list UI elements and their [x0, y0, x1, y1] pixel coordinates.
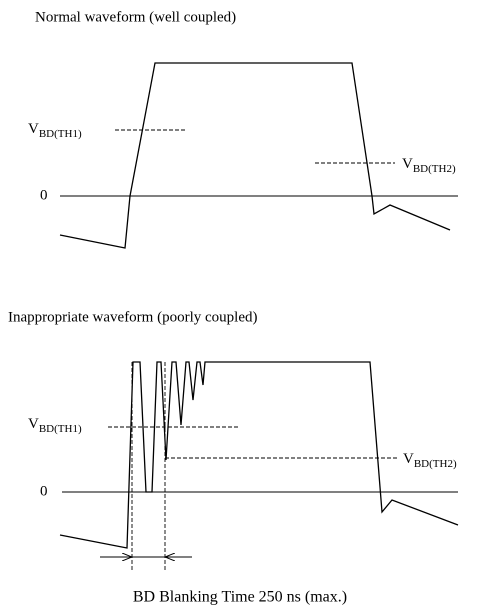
- normal-waveform: [59, 62, 451, 249]
- symbol: V: [402, 156, 413, 172]
- caption: BD Blanking Time 250 ns (max.): [133, 589, 347, 606]
- subscript: BD(TH2): [413, 163, 456, 175]
- subscript: BD(TH1): [39, 128, 82, 140]
- symbol: V: [28, 121, 39, 137]
- threshold-2-label: VBD(TH2): [403, 451, 457, 469]
- bottom-title: Inappropriate waveform (poorly coupled): [8, 309, 258, 325]
- subscript: BD(TH1): [39, 423, 82, 435]
- threshold-1-label: VBD(TH1): [28, 121, 82, 139]
- symbol: V: [28, 416, 39, 432]
- top-title: Normal waveform (well coupled): [35, 9, 236, 25]
- threshold-1-label: VBD(TH1): [28, 416, 82, 434]
- zero-label: 0: [40, 187, 48, 203]
- subscript: BD(TH2): [414, 458, 457, 470]
- symbol: V: [403, 451, 414, 467]
- ringing-waveform: [59, 361, 459, 549]
- threshold-2-label: VBD(TH2): [402, 156, 456, 174]
- zero-label: 0: [40, 483, 48, 499]
